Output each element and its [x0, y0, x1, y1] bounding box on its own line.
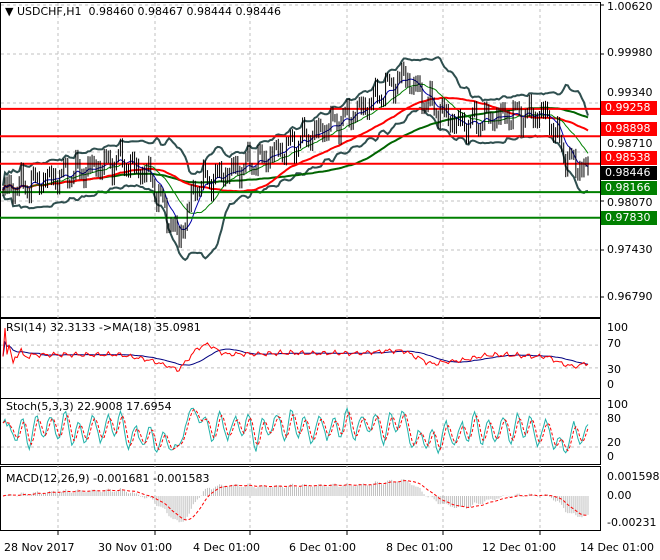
- macd-title: MACD(12,26,9) -0.001681 -0.001583: [6, 472, 210, 485]
- macd-tick: -0.00231: [607, 516, 657, 529]
- low-value: 0.98444: [186, 5, 233, 18]
- close-value: 0.98446: [235, 5, 282, 18]
- price-tick: 0.96790: [607, 290, 653, 303]
- price-tick: 0.99980: [607, 46, 653, 59]
- time-tick: 30 Nov 01:00: [98, 541, 173, 554]
- time-tick: 8 Dec 01:00: [386, 541, 453, 554]
- price-tick: 0.99340: [607, 86, 653, 99]
- stoch-tick: 0: [607, 450, 614, 463]
- stoch-main-line: [2, 406, 589, 455]
- level-tag-support-1: 0.98166: [601, 181, 657, 195]
- price-tick: 0.98710: [607, 137, 653, 150]
- macd-signal-line: [2, 480, 589, 521]
- open-value: 0.98460: [88, 5, 135, 18]
- rsi-tick: 0: [607, 378, 614, 391]
- rsi-line: [2, 327, 589, 372]
- rsi-title: RSI(14) 32.3133 ->MA(18) 35.0981: [6, 321, 201, 334]
- stoch-tick: 20: [607, 436, 621, 449]
- price-tick: 1.00620: [607, 0, 653, 13]
- panel-frame: [0, 398, 601, 465]
- macd-tick: 0.001598: [607, 470, 660, 483]
- level-tag-resistance-1: 0.99258: [601, 101, 657, 115]
- symbol-label: USDCHF,H1: [16, 5, 82, 18]
- current-price-tag: 0.98446: [601, 166, 657, 180]
- dropdown-arrow-icon[interactable]: ▼: [5, 5, 14, 18]
- rsi-tick: 30: [607, 363, 621, 376]
- rsi-tick: 100: [607, 321, 628, 334]
- rsi-ma-line: [2, 340, 589, 366]
- chart-header: ▼ USDCHF,H1 0.98460 0.98467 0.98444 0.98…: [5, 5, 281, 18]
- time-tick: 28 Nov 2017: [4, 541, 75, 554]
- stoch-tick: 80: [607, 412, 621, 425]
- time-tick: 14 Dec 01:00: [580, 541, 654, 554]
- level-tag-resistance-2: 0.98898: [601, 122, 657, 136]
- rsi-tick: 70: [607, 337, 621, 350]
- bollinger-upper: [2, 56, 589, 186]
- macd-tick: 0.00: [607, 489, 632, 502]
- stoch-tick: 100: [607, 398, 628, 411]
- price-tick: 0.97430: [607, 243, 653, 256]
- level-tag-resistance-3: 0.98538: [601, 151, 657, 165]
- panel-frame: [0, 2, 601, 318]
- time-tick: 6 Dec 01:00: [289, 541, 356, 554]
- ma-short-line: [2, 78, 589, 231]
- bollinger-lower: [2, 106, 589, 262]
- stoch-signal-line: [2, 409, 589, 452]
- time-tick: 4 Dec 01:00: [193, 541, 260, 554]
- price-tick: 0.98070: [607, 196, 653, 209]
- high-value: 0.98467: [137, 5, 184, 18]
- panel-frame: [0, 466, 601, 531]
- level-tag-support-2: 0.97830: [601, 211, 657, 225]
- time-tick: 12 Dec 01:00: [482, 541, 556, 554]
- stoch-title: Stoch(5,3,3) 22.9008 17.6954: [6, 400, 172, 413]
